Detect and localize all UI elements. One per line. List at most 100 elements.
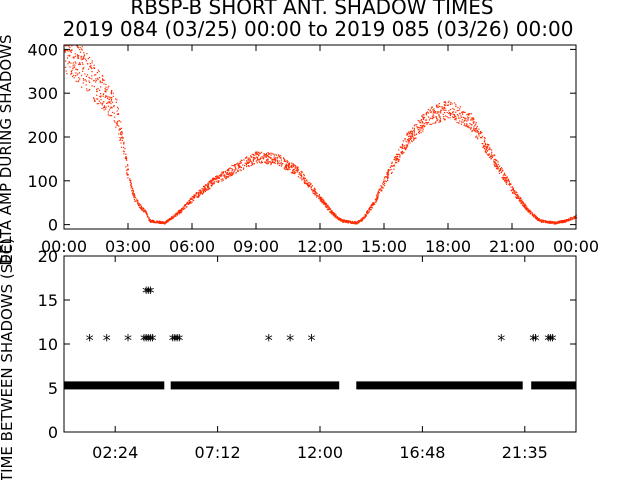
amplitude-point bbox=[116, 120, 119, 123]
amplitude-point bbox=[117, 106, 119, 108]
amplitude-point bbox=[492, 155, 494, 157]
amplitude-point bbox=[203, 189, 205, 192]
amplitude-point bbox=[447, 117, 449, 119]
amplitude-point bbox=[273, 159, 275, 161]
amplitude-point bbox=[361, 219, 363, 221]
amplitude-point bbox=[129, 181, 131, 183]
amplitude-point bbox=[343, 221, 345, 223]
amplitude-point bbox=[393, 164, 395, 166]
amplitude-point bbox=[220, 175, 223, 177]
amplitude-point bbox=[237, 167, 240, 169]
amplitude-point bbox=[299, 177, 301, 179]
amplitude-point bbox=[245, 162, 248, 164]
amplitude-point bbox=[332, 213, 334, 215]
amplitude-point bbox=[239, 169, 241, 171]
amplitude-point bbox=[474, 130, 476, 132]
amplitude-point bbox=[225, 177, 227, 180]
amplitude-point bbox=[78, 77, 80, 79]
amplitude-point bbox=[310, 187, 312, 189]
amplitude-point bbox=[454, 118, 456, 121]
amplitude-point bbox=[120, 127, 122, 129]
amplitude-point bbox=[393, 168, 395, 170]
amplitude-point bbox=[420, 119, 422, 121]
amplitude-point bbox=[101, 107, 103, 109]
amplitude-point bbox=[136, 200, 138, 202]
amplitude-point bbox=[285, 165, 287, 167]
amplitude-point bbox=[466, 125, 468, 127]
amplitude-point bbox=[441, 106, 444, 108]
amplitude-point bbox=[491, 155, 493, 157]
amplitude-point bbox=[111, 97, 113, 99]
amplitude-point bbox=[261, 157, 263, 159]
amplitude-point bbox=[104, 96, 106, 98]
amplitude-point bbox=[512, 187, 514, 189]
amplitude-point bbox=[438, 121, 440, 123]
amplitude-point bbox=[373, 203, 375, 205]
amplitude-point bbox=[87, 58, 89, 60]
amplitude-point bbox=[123, 146, 125, 149]
amplitude-point bbox=[116, 122, 119, 124]
amplitude-point bbox=[160, 222, 162, 224]
amplitude-point bbox=[541, 221, 543, 223]
interval-x-tick-label: 07:12 bbox=[195, 443, 241, 462]
amplitude-point bbox=[561, 222, 563, 224]
amplitude-point bbox=[182, 207, 184, 209]
amplitude-point bbox=[454, 102, 456, 104]
amplitude-point bbox=[110, 100, 112, 102]
amplitude-point bbox=[250, 164, 252, 167]
amplitude-point bbox=[387, 178, 389, 180]
amplitude-point bbox=[515, 193, 517, 195]
amplitude-point bbox=[428, 119, 430, 121]
amplitude-point bbox=[264, 161, 266, 163]
amplitude-point bbox=[410, 135, 412, 137]
amplitude-point bbox=[119, 139, 121, 141]
amplitude-point bbox=[90, 67, 92, 69]
amplitude-point bbox=[264, 161, 266, 163]
amplitude-point bbox=[435, 104, 437, 106]
amplitude-point bbox=[110, 91, 112, 93]
amplitude-point bbox=[318, 194, 320, 196]
amplitude-point bbox=[111, 89, 113, 92]
amplitude-point bbox=[484, 148, 486, 150]
amplitude-point bbox=[491, 156, 493, 158]
amplitude-point bbox=[171, 218, 173, 220]
amplitude-point bbox=[205, 185, 207, 187]
amplitude-point bbox=[100, 93, 102, 95]
amplitude-point bbox=[219, 175, 221, 177]
amplitude-point bbox=[382, 183, 384, 185]
amplitude-point bbox=[222, 175, 224, 177]
amplitude-point bbox=[527, 211, 530, 213]
amplitude-point bbox=[211, 185, 213, 187]
amplitude-point bbox=[311, 185, 313, 187]
amplitude-point bbox=[232, 173, 234, 175]
amplitude-point bbox=[217, 176, 219, 178]
amplitude-point bbox=[437, 104, 439, 106]
amplitude-point bbox=[120, 142, 122, 144]
amplitude-point bbox=[127, 164, 129, 166]
amplitude-point bbox=[80, 55, 82, 57]
amplitude-point bbox=[172, 215, 174, 217]
amplitude-point bbox=[322, 198, 324, 200]
amplitude-point bbox=[133, 194, 135, 196]
amplitude-point bbox=[466, 120, 468, 122]
amplitude-point bbox=[519, 198, 521, 200]
amplitude-point bbox=[220, 173, 222, 175]
amplitude-point bbox=[356, 222, 358, 224]
amplitude-point bbox=[116, 110, 118, 112]
amplitude-point bbox=[354, 223, 356, 225]
amplitude-point bbox=[270, 162, 272, 165]
amplitude-point bbox=[291, 166, 293, 168]
interval-y-tick-label: 15 bbox=[38, 291, 58, 310]
amplitude-point bbox=[446, 112, 448, 114]
amplitude-point bbox=[91, 68, 93, 70]
amplitude-point bbox=[298, 173, 300, 176]
amplitude-point bbox=[453, 116, 455, 119]
amplitude-point bbox=[448, 100, 450, 102]
amplitude-point bbox=[439, 121, 442, 123]
amplitude-point bbox=[295, 165, 297, 167]
amplitude-point bbox=[145, 210, 147, 212]
amplitude-point bbox=[300, 171, 302, 173]
amplitude-point bbox=[443, 104, 445, 106]
amplitude-point bbox=[433, 108, 435, 110]
amplitude-point bbox=[207, 182, 209, 184]
